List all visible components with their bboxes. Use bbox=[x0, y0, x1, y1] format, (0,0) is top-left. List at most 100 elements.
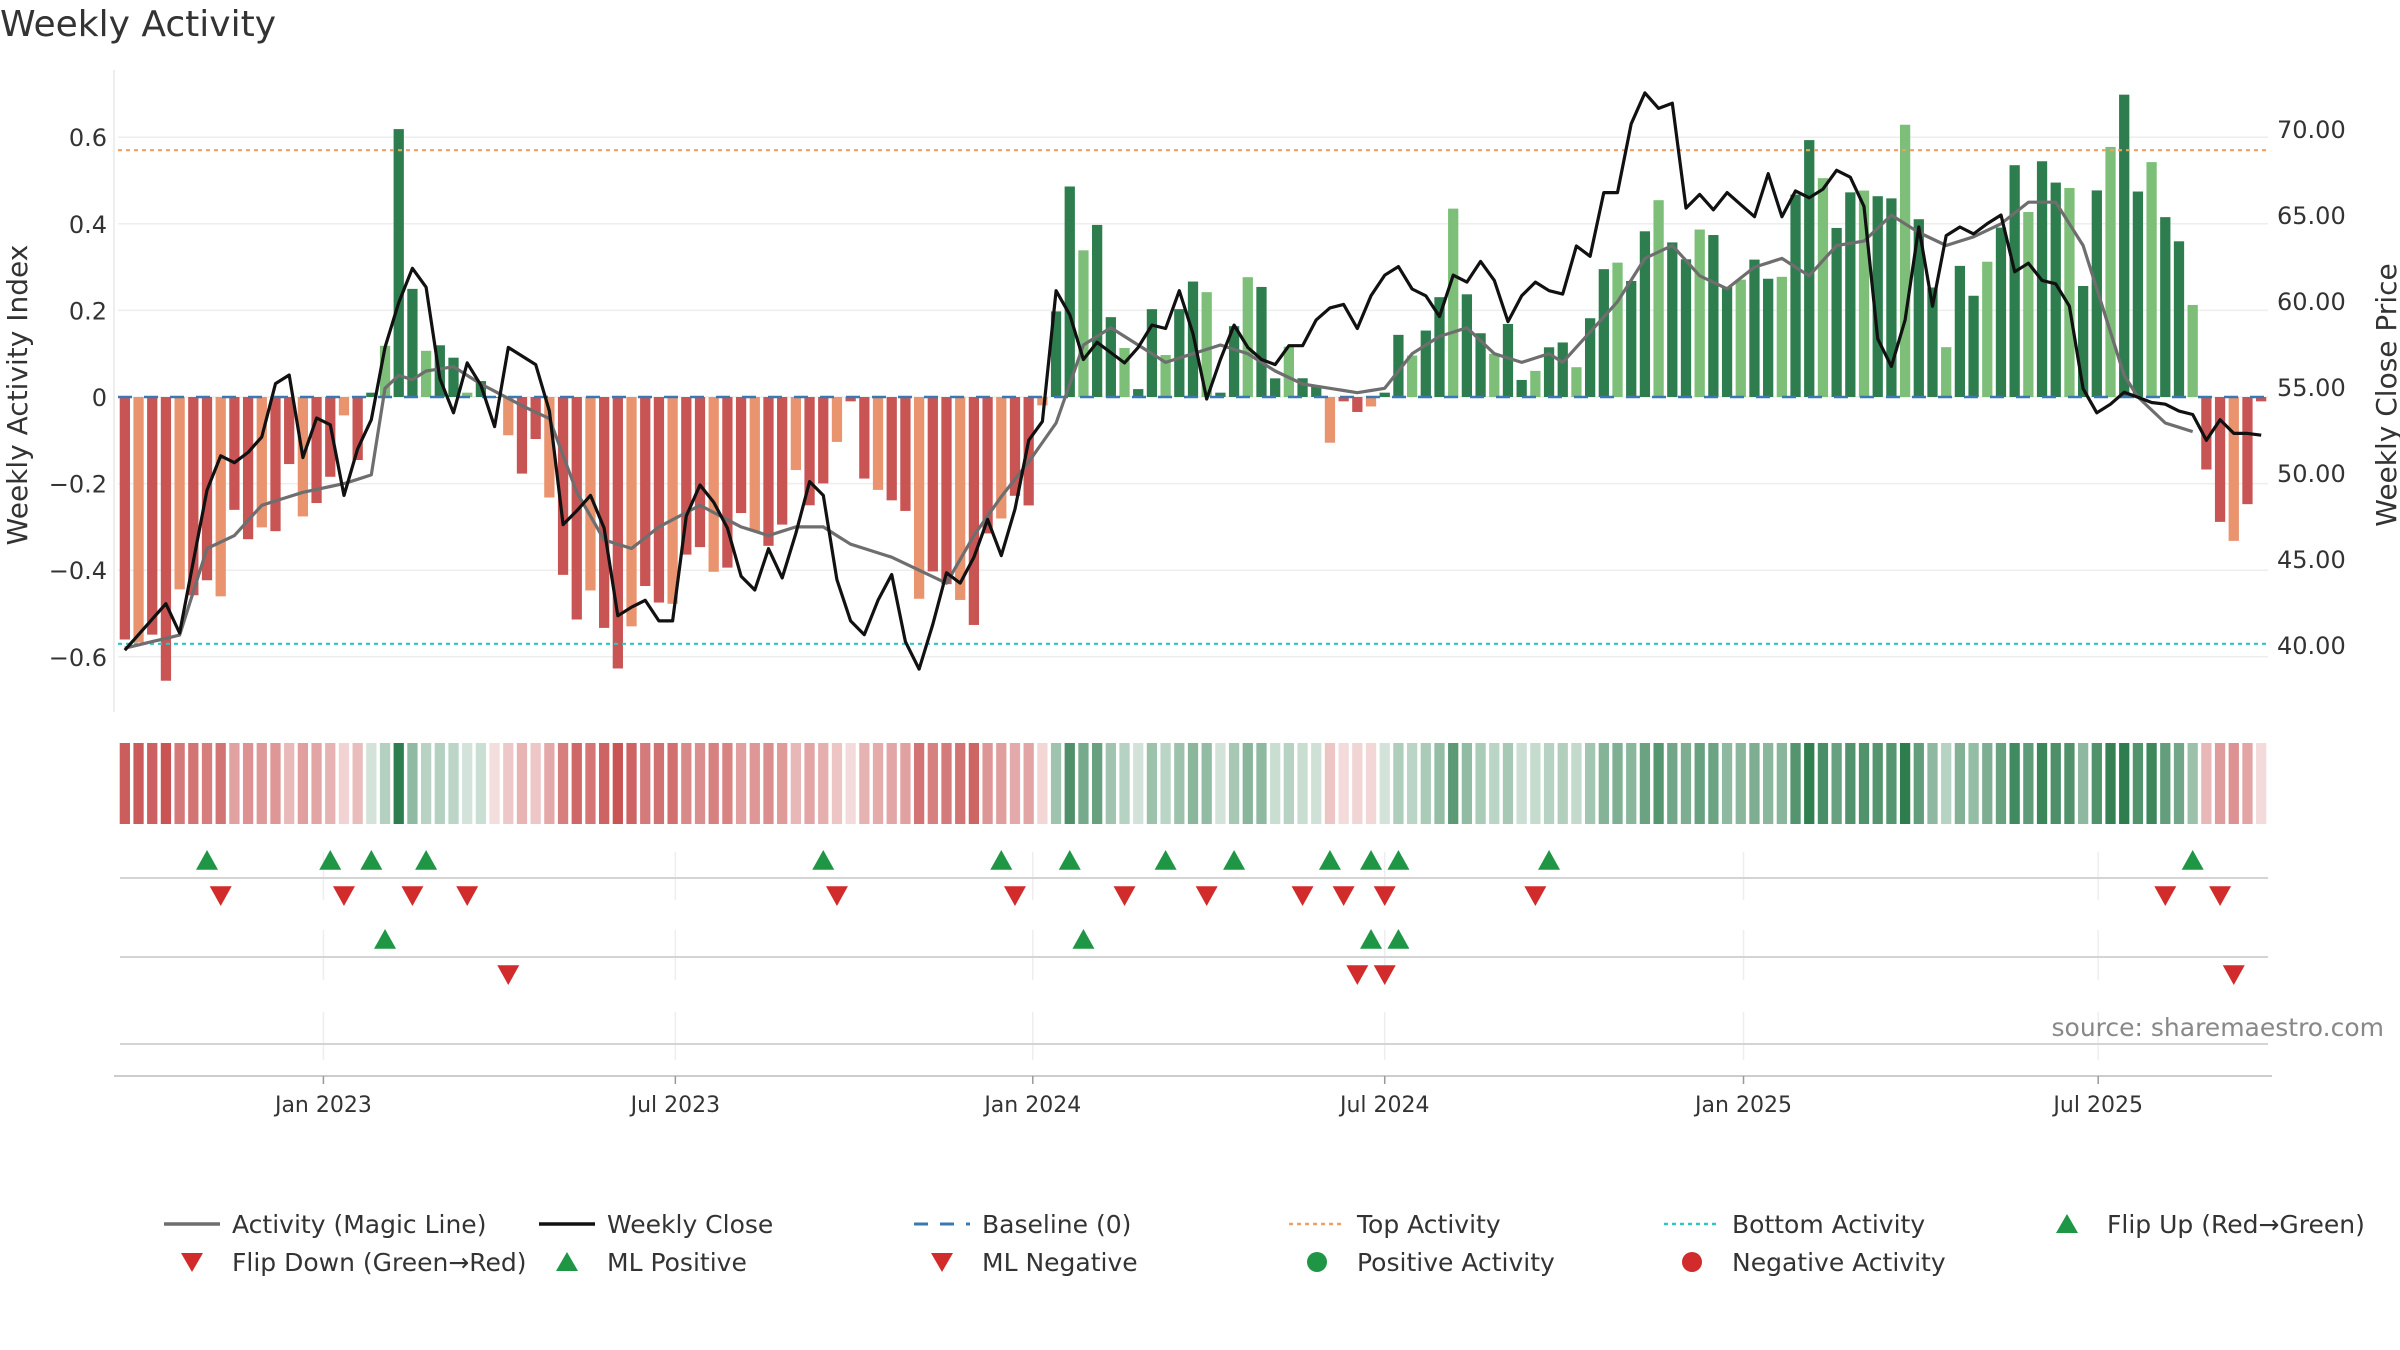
legend-swatch-mlneg bbox=[931, 1253, 953, 1272]
activity-bar bbox=[1557, 342, 1568, 397]
signal-markers bbox=[196, 850, 2245, 985]
activity-bar bbox=[407, 288, 418, 397]
activity-bar bbox=[626, 397, 637, 627]
activity-bar bbox=[2242, 397, 2253, 505]
activity-bar bbox=[544, 397, 555, 498]
strip-cell bbox=[1598, 743, 1609, 824]
activity-bar bbox=[1256, 286, 1267, 397]
activity-bar bbox=[1338, 397, 1349, 402]
source-credit: source: sharemaestro.com bbox=[2051, 1013, 2385, 1042]
flip-up-marker bbox=[1387, 850, 1410, 870]
activity-bar bbox=[420, 350, 432, 397]
activity-bar bbox=[831, 397, 843, 442]
strip-cell bbox=[1461, 743, 1473, 824]
strip-cell bbox=[1941, 743, 1952, 824]
activity-bar bbox=[147, 397, 158, 635]
activity-bar bbox=[1968, 295, 1979, 397]
strip-cell bbox=[927, 743, 938, 824]
strip-cell bbox=[2091, 743, 2102, 824]
strip-cell bbox=[1817, 743, 1829, 824]
flip-up-marker bbox=[812, 850, 835, 870]
activity-bar bbox=[393, 129, 404, 397]
activity-bar bbox=[1133, 389, 1144, 397]
strip-cell bbox=[1571, 743, 1582, 824]
strip-cell bbox=[2105, 743, 2116, 824]
strip-cell bbox=[1393, 743, 1404, 824]
activity-bar bbox=[2146, 162, 2157, 397]
activity-bar bbox=[955, 397, 966, 600]
activity-bar bbox=[530, 397, 541, 440]
strip-cell bbox=[1064, 743, 1075, 824]
strip-cell bbox=[2036, 743, 2048, 824]
flip-down-marker bbox=[1373, 886, 1396, 906]
legend-item-neg: Negative Activity bbox=[1660, 1243, 1946, 1281]
strip-cell bbox=[749, 743, 760, 824]
x-tick-label: Jul 2023 bbox=[629, 1093, 721, 1118]
legend-swatch-mlpos bbox=[556, 1252, 578, 1271]
activity-bar bbox=[1009, 397, 1021, 496]
legend-swatch-close bbox=[539, 1222, 595, 1226]
activity-bar bbox=[188, 397, 199, 596]
strip-cell bbox=[735, 743, 747, 824]
legend-swatch-magic bbox=[164, 1222, 220, 1226]
strip-cell bbox=[557, 743, 569, 824]
flip-down-marker bbox=[401, 886, 424, 906]
activity-bar bbox=[913, 397, 925, 599]
strip-cell bbox=[1749, 743, 1760, 824]
strip-cell bbox=[2201, 743, 2212, 824]
activity-bar bbox=[1064, 186, 1075, 397]
strip-cell bbox=[1845, 743, 1856, 824]
activity-bar bbox=[133, 397, 144, 643]
strip-cell bbox=[284, 743, 295, 824]
ml-negative-marker bbox=[1373, 965, 1396, 985]
strip-cell bbox=[1489, 743, 1500, 824]
y2-tick-label: 70.00 bbox=[2277, 116, 2346, 144]
activity-bar bbox=[448, 357, 459, 397]
y2-tick-label: 65.00 bbox=[2277, 202, 2346, 230]
flip-up-marker bbox=[1360, 850, 1383, 870]
strip-cell bbox=[777, 743, 788, 824]
activity-bar bbox=[735, 397, 747, 514]
activity-bar bbox=[777, 397, 788, 525]
strip-cell bbox=[420, 743, 432, 824]
activity-bar bbox=[1612, 262, 1623, 397]
x-tick-label: Jan 2023 bbox=[273, 1093, 372, 1118]
strip-cell bbox=[1379, 743, 1390, 824]
activity-bar bbox=[1872, 196, 1883, 397]
strip-cell bbox=[2228, 743, 2239, 824]
strip-cell bbox=[626, 743, 637, 824]
activity-bar bbox=[722, 397, 733, 568]
strip-cell bbox=[448, 743, 459, 824]
strip-cell bbox=[1626, 743, 1637, 824]
activity-bar bbox=[804, 397, 815, 506]
activity-bar bbox=[1954, 265, 1966, 397]
strip-cell bbox=[462, 743, 473, 824]
strip-cell bbox=[1831, 743, 1842, 824]
strip-cell bbox=[612, 743, 623, 824]
strip-cell bbox=[1694, 743, 1705, 824]
activity-bar bbox=[119, 397, 130, 640]
activity-bar bbox=[2050, 182, 2061, 397]
strip-cell bbox=[1530, 743, 1541, 824]
strip-cell bbox=[1228, 743, 1240, 824]
activity-bar bbox=[1379, 392, 1390, 397]
strip-cell bbox=[434, 743, 445, 824]
flip-up-marker bbox=[319, 850, 342, 870]
strip-cell bbox=[2132, 743, 2144, 824]
activity-bar bbox=[900, 397, 911, 511]
axes: −0.6 −0.4 −0.2 0 0.2 0.4 0.6 40.00 45.00 50.00 55.… bbox=[1, 70, 2400, 1118]
activity-bar bbox=[2077, 285, 2089, 397]
legend-item-pos: Positive Activity bbox=[1285, 1243, 1555, 1281]
strip-cell bbox=[1160, 743, 1171, 824]
activity-bar bbox=[941, 397, 952, 585]
activity-bar bbox=[612, 397, 623, 669]
legend-label: ML Negative bbox=[982, 1247, 1138, 1277]
activity-bar bbox=[516, 397, 528, 474]
strip-cell bbox=[297, 743, 309, 824]
legend-label: Top Activity bbox=[1357, 1209, 1501, 1239]
strip-cell bbox=[599, 743, 610, 824]
activity-bar bbox=[886, 397, 897, 501]
flip-up-marker bbox=[415, 850, 438, 870]
activity-bar bbox=[872, 397, 884, 490]
legend-label: Flip Up (Red→Green) bbox=[2107, 1209, 2365, 1239]
